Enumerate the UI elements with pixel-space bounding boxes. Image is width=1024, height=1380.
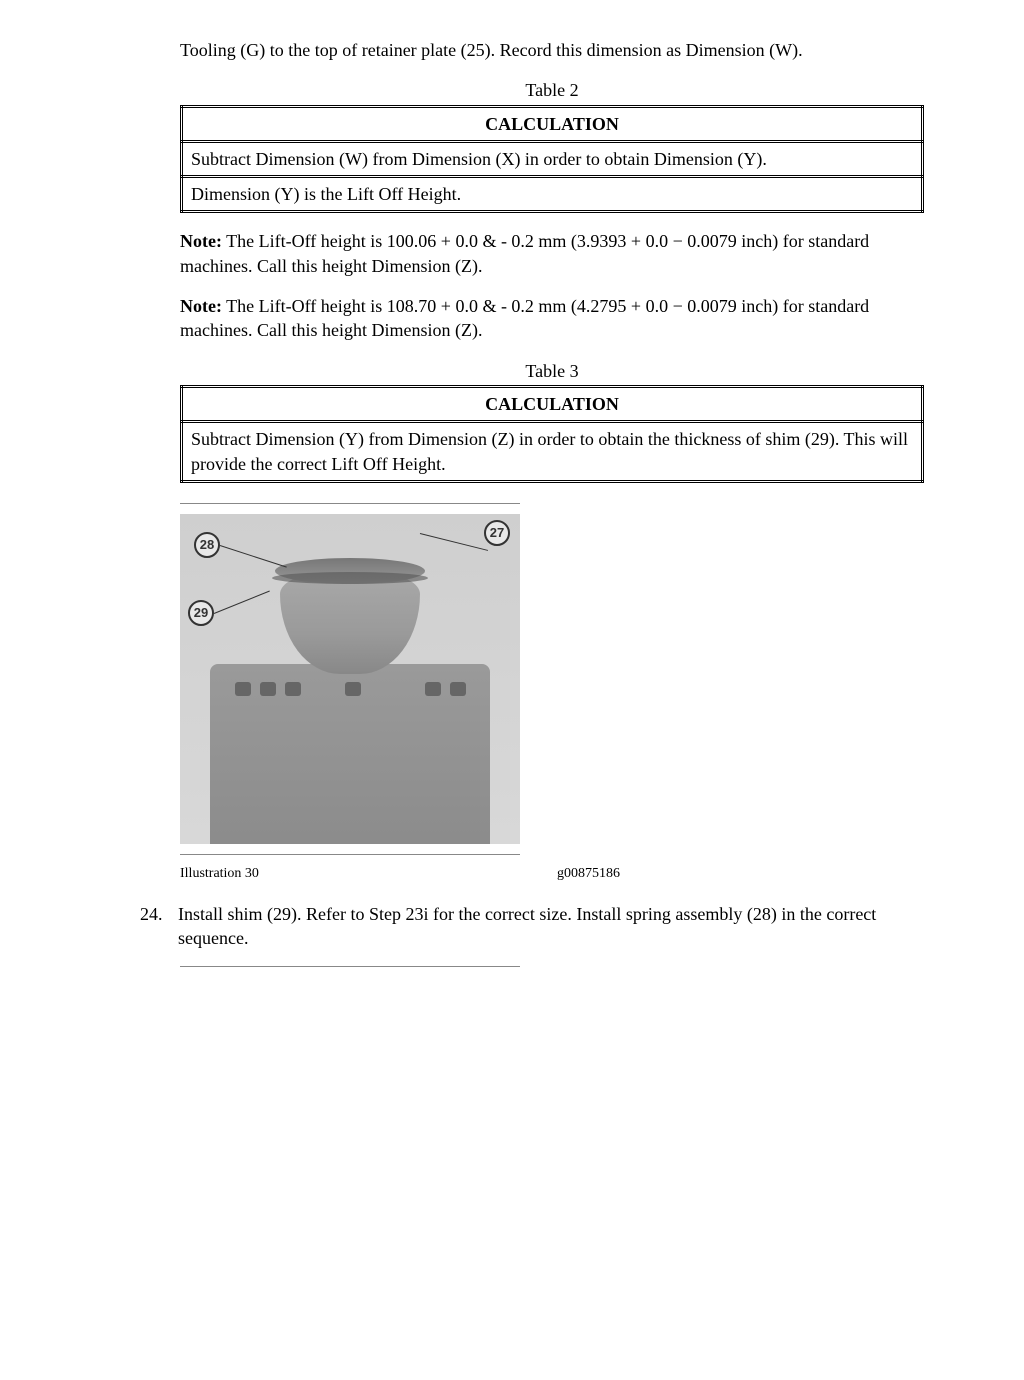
note1: Note: The Lift-Off height is 100.06 + 0.… (180, 229, 924, 278)
pump-ring (272, 572, 428, 584)
callout-28: 28 (194, 532, 220, 558)
figure-block: 27 28 29 Illustration 30 g00875186 (180, 503, 924, 884)
note2-text: The Lift-Off height is 108.70 + 0.0 & - … (180, 296, 869, 340)
pump-neck (280, 574, 420, 674)
note1-text: The Lift-Off height is 100.06 + 0.0 & - … (180, 231, 869, 275)
bolt (450, 682, 466, 696)
figure-top-rule (180, 503, 520, 504)
note2: Note: The Lift-Off height is 108.70 + 0.… (180, 294, 924, 343)
callout-27-lead (420, 533, 488, 551)
note1-label: Note: (180, 231, 222, 251)
table3-row1: Subtract Dimension (Y) from Dimension (Z… (182, 422, 923, 482)
callout-29: 29 (188, 600, 214, 626)
callout-27: 27 (484, 520, 510, 546)
figure-bottom-rule (180, 854, 520, 855)
table2-row1: Subtract Dimension (W) from Dimension (X… (182, 141, 923, 176)
table3: CALCULATION Subtract Dimension (Y) from … (180, 385, 924, 483)
intro-text: Tooling (G) to the top of retainer plate… (180, 38, 924, 62)
illustration-code: g00875186 (557, 865, 620, 884)
step-24-text: Install shim (29). Refer to Step 23i for… (178, 902, 924, 951)
figure-caption-row: Illustration 30 g00875186 (180, 865, 620, 884)
table2: CALCULATION Subtract Dimension (W) from … (180, 105, 924, 214)
illustration-label: Illustration 30 (180, 865, 259, 884)
step-24-num: 24. (140, 902, 178, 951)
bolt (345, 682, 361, 696)
bolt (260, 682, 276, 696)
note2-label: Note: (180, 296, 222, 316)
step-list: 24. Install shim (29). Refer to Step 23i… (140, 902, 924, 951)
bolt (285, 682, 301, 696)
table3-header: CALCULATION (182, 386, 923, 421)
callout-29-lead (214, 590, 270, 613)
table2-header: CALCULATION (182, 106, 923, 141)
trailing-rule (180, 966, 520, 967)
callout-28-lead (220, 545, 287, 568)
step-24: 24. Install shim (29). Refer to Step 23i… (140, 902, 924, 951)
table2-row2: Dimension (Y) is the Lift Off Height. (182, 177, 923, 212)
table2-caption: Table 2 (180, 78, 924, 102)
figure-image: 27 28 29 (180, 514, 520, 844)
bolt (235, 682, 251, 696)
bolt (425, 682, 441, 696)
table3-caption: Table 3 (180, 359, 924, 383)
